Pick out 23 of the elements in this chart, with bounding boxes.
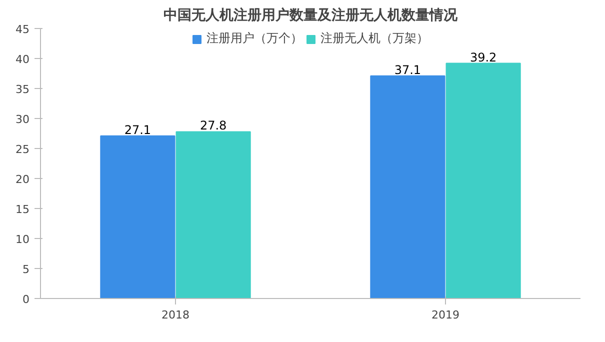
- bar: [446, 62, 521, 298]
- data-label: 39.2: [470, 50, 497, 64]
- y-tick-label: 45: [16, 23, 30, 36]
- y-tick-label: 20: [16, 173, 30, 186]
- y-tick-label: 40: [16, 53, 30, 66]
- y-tick-label: 35: [16, 83, 30, 96]
- legend-label: 注册无人机（万架）: [320, 30, 428, 47]
- bar: [370, 75, 446, 298]
- x-tick-label: 2018: [162, 308, 190, 322]
- x-tick-label: 2019: [432, 308, 460, 322]
- bar: [176, 131, 251, 298]
- y-tick-label: 10: [16, 233, 30, 246]
- bar: [100, 135, 176, 298]
- legend-label: 注册用户（万个）: [206, 30, 302, 47]
- y-tick-label: 30: [16, 113, 30, 126]
- y-tick-label: 15: [16, 203, 30, 216]
- y-tick-label: 0: [22, 293, 30, 306]
- data-label: 27.1: [124, 122, 152, 137]
- y-tick-label: 5: [22, 263, 30, 276]
- chart-title: 中国无人机注册用户数量及注册无人机数量情况: [164, 6, 458, 24]
- data-label: 37.1: [394, 62, 422, 77]
- data-label: 27.8: [200, 118, 227, 133]
- y-tick-label: 25: [16, 143, 30, 156]
